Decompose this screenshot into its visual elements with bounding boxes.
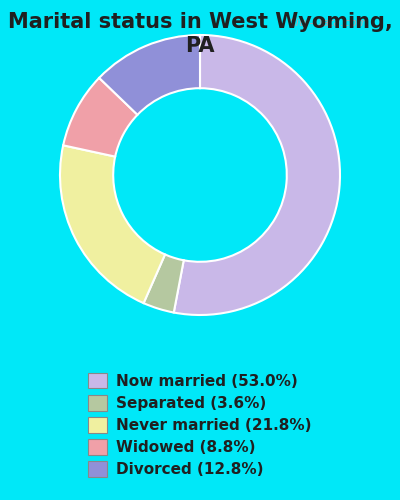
Legend: Now married (53.0%), Separated (3.6%), Never married (21.8%), Widowed (8.8%), Di: Now married (53.0%), Separated (3.6%), N…	[88, 373, 312, 477]
Text: Marital status in West Wyoming, PA: Marital status in West Wyoming, PA	[8, 12, 392, 56]
Wedge shape	[174, 35, 340, 315]
Wedge shape	[99, 35, 200, 115]
Wedge shape	[60, 146, 165, 303]
Wedge shape	[144, 254, 184, 312]
Wedge shape	[63, 78, 138, 156]
Text: City-Data.com: City-Data.com	[288, 18, 368, 28]
